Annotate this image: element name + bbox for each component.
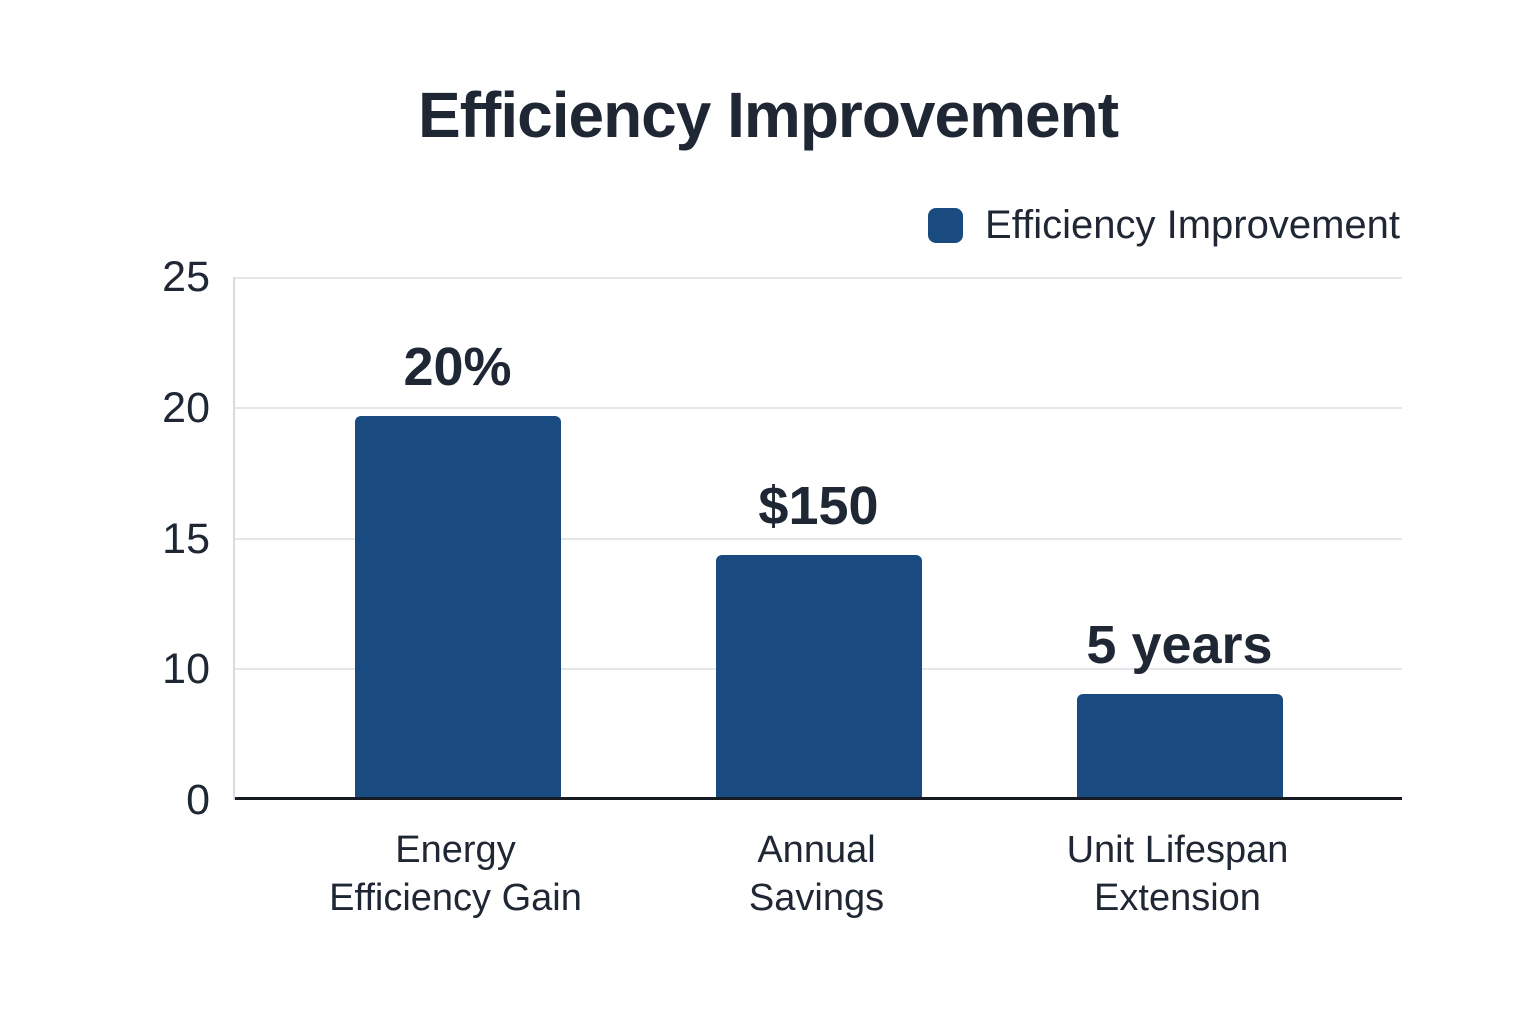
- x-category-label: Annual Savings: [748, 829, 885, 919]
- x-axis-line: [235, 797, 1402, 800]
- chart-title: Efficiency Improvement: [418, 79, 1119, 151]
- bar-value-label: $150: [758, 476, 879, 536]
- x-category-label: Unit Lifespan Extension: [1066, 829, 1289, 919]
- gridline: [235, 407, 1402, 409]
- legend[interactable]: Efficiency Improvement: [928, 204, 1400, 246]
- plot-area: 20% $150 5 years: [233, 277, 1402, 800]
- gridline: [235, 277, 1402, 279]
- bar[interactable]: [715, 555, 922, 800]
- gridline: [235, 538, 1402, 540]
- bar-value-label: 5 years: [1086, 615, 1273, 675]
- bar[interactable]: [354, 416, 561, 800]
- y-axis: 25 20 15 10 0: [0, 255, 210, 822]
- y-tick-label: 15: [162, 515, 210, 563]
- legend-swatch-icon: [928, 207, 964, 243]
- y-tick-label: 20: [162, 384, 210, 432]
- legend-label: Efficiency Improvement: [985, 203, 1400, 247]
- x-axis: Energy Efficiency Gain Annual Savings Unit…: [233, 800, 1400, 970]
- bar[interactable]: [1076, 694, 1283, 800]
- bar-value-label: 20%: [403, 337, 512, 397]
- y-tick-label: 25: [162, 253, 210, 301]
- y-tick-label: 0: [186, 776, 210, 824]
- x-category-label: Energy Efficiency Gain: [329, 829, 582, 919]
- y-tick-label: 10: [162, 645, 210, 693]
